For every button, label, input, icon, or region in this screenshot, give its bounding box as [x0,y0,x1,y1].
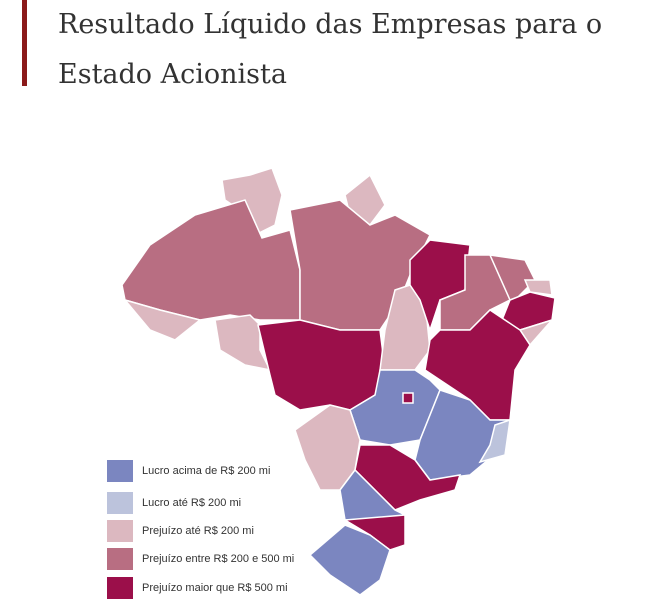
state [488,254,536,301]
state [221,167,283,236]
states [121,167,556,596]
legend-swatch [107,577,133,599]
state [214,314,272,372]
legend-swatch [107,492,133,514]
legend-label: Lucro acima de R$ 200 mi [142,465,270,477]
legend-swatch [107,548,133,570]
state [402,392,414,404]
legend-swatch [107,460,133,482]
legend-label: Prejuízo até R$ 200 mi [142,525,254,537]
state [349,369,441,446]
state [122,298,202,341]
state [308,524,391,596]
state [523,279,553,296]
state [342,514,406,551]
legend-label: Prejuízo entre R$ 200 e 500 mi [142,553,294,565]
legend-label: Prejuízo maior que R$ 500 mi [142,582,288,594]
state [257,319,386,411]
legend-label: Lucro até R$ 200 mi [142,497,241,509]
accent-bar [22,0,27,86]
state [424,309,531,421]
title: Resultado Líquido das Empresas para o Es… [58,9,603,90]
legend-swatch [107,520,133,542]
state [478,418,511,464]
